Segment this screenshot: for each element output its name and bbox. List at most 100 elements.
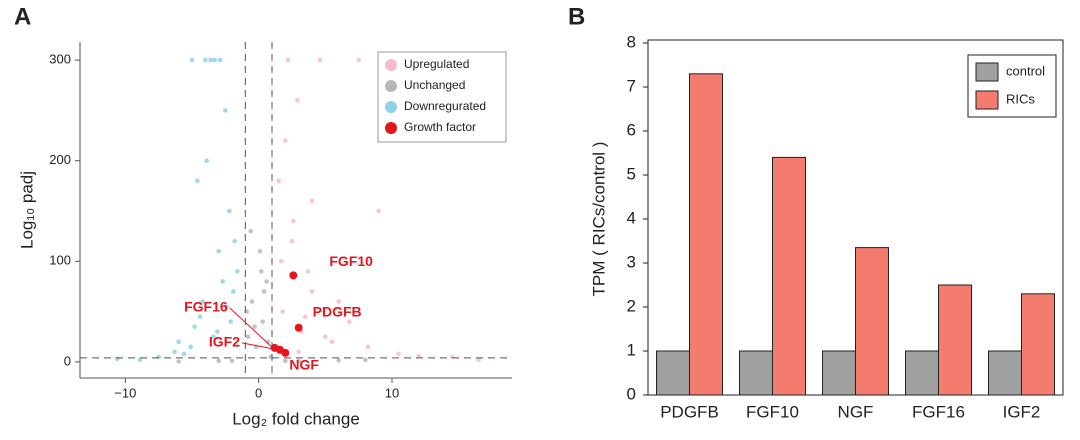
gene-point <box>181 351 187 357</box>
gene-point <box>189 57 195 63</box>
x-tick-label: PDGFB <box>660 402 719 421</box>
growth-factor-label: PDGFB <box>313 303 362 319</box>
bar <box>1021 293 1055 396</box>
y-tick-label: 0 <box>64 353 71 368</box>
x-tick-label: IGF2 <box>1003 402 1041 421</box>
growth-factor-label: NGF <box>289 357 319 373</box>
gene-point <box>347 319 352 324</box>
growth-factor-point <box>289 271 298 280</box>
x-tick-label: −10 <box>114 385 136 400</box>
gene-point <box>260 319 265 324</box>
legend-swatch <box>385 59 397 71</box>
gene-point <box>356 57 361 63</box>
legend-swatch <box>385 80 397 92</box>
gene-point <box>259 269 264 274</box>
panel-label: B <box>568 3 585 30</box>
gene-point <box>252 324 257 329</box>
gene-point <box>309 289 315 294</box>
bar <box>988 350 1022 396</box>
gene-point <box>216 358 221 364</box>
gene-point <box>336 299 341 304</box>
bar <box>772 156 806 396</box>
legend-label: Downregurated <box>404 99 486 113</box>
gene-point <box>215 329 220 335</box>
bar <box>689 73 723 396</box>
bar <box>938 284 972 396</box>
gene-point <box>449 354 455 360</box>
gene-point <box>235 269 240 274</box>
gene-point <box>217 57 223 63</box>
gene-point <box>283 138 288 143</box>
gene-point <box>396 351 401 357</box>
bar <box>855 247 889 396</box>
x-axis-label: Log₂ fold change <box>232 409 360 428</box>
gene-point <box>336 358 341 363</box>
growth-factor-label: FGF16 <box>184 299 228 315</box>
gene-point <box>245 334 251 340</box>
gene-point <box>279 259 284 264</box>
y-tick-label: 1 <box>627 340 636 359</box>
gene-point <box>229 358 235 364</box>
gene-point <box>216 248 221 254</box>
gene-point <box>291 218 296 224</box>
bar <box>905 350 939 396</box>
gene-point <box>192 324 197 329</box>
gene-point <box>212 57 217 63</box>
bar <box>656 350 690 396</box>
bar <box>822 350 856 396</box>
gene-point <box>228 319 233 324</box>
gene-point <box>176 359 181 364</box>
y-tick-label: 2 <box>627 296 636 315</box>
gene-point <box>296 358 301 364</box>
y-axis-label: TPM ( RICs/control ) <box>589 142 608 297</box>
legend-box <box>377 51 507 143</box>
gene-point <box>223 108 228 113</box>
gene-point <box>257 248 263 254</box>
y-tick-label: 300 <box>49 52 71 67</box>
gene-point <box>363 357 368 363</box>
gene-point <box>208 57 213 63</box>
gene-point <box>248 228 253 234</box>
legend-swatch <box>385 122 397 134</box>
gene-point <box>137 357 143 363</box>
gene-point <box>220 279 225 284</box>
gene-point <box>289 238 295 244</box>
legend-swatch <box>385 101 397 113</box>
gene-point <box>283 358 288 364</box>
gene-point <box>317 57 323 63</box>
y-tick-label: 6 <box>627 120 636 139</box>
x-tick-label: 0 <box>255 385 262 400</box>
gene-point <box>416 353 421 359</box>
legend-swatch <box>975 90 999 110</box>
gene-point <box>303 314 308 319</box>
gene-point <box>329 339 335 345</box>
gene-point <box>264 279 269 284</box>
gene-point <box>295 98 300 103</box>
gene-point <box>296 349 301 355</box>
gene-point <box>203 57 208 63</box>
gene-point <box>249 299 255 304</box>
legend-label: Unchanged <box>404 78 465 92</box>
gene-point <box>365 344 371 350</box>
x-tick-label: 10 <box>385 385 399 400</box>
gene-point <box>200 299 205 304</box>
gene-point <box>197 314 203 319</box>
y-tick-label: 0 <box>627 384 636 403</box>
x-tick-label: FGF10 <box>746 402 799 421</box>
gene-point <box>280 309 285 314</box>
gene-point <box>176 339 181 345</box>
x-tick-label: FGF16 <box>912 402 965 421</box>
growth-factor-point <box>294 323 303 332</box>
gene-point <box>188 344 193 350</box>
y-tick-label: 4 <box>627 208 636 227</box>
gene-point <box>261 289 267 294</box>
y-tick-label: 3 <box>627 252 636 271</box>
gene-point <box>156 354 161 360</box>
y-tick-label: 8 <box>627 32 636 51</box>
gene-point <box>227 208 232 214</box>
legend-swatch <box>975 62 999 82</box>
x-tick-label: NGF <box>838 402 874 421</box>
label-pointer <box>241 342 279 351</box>
